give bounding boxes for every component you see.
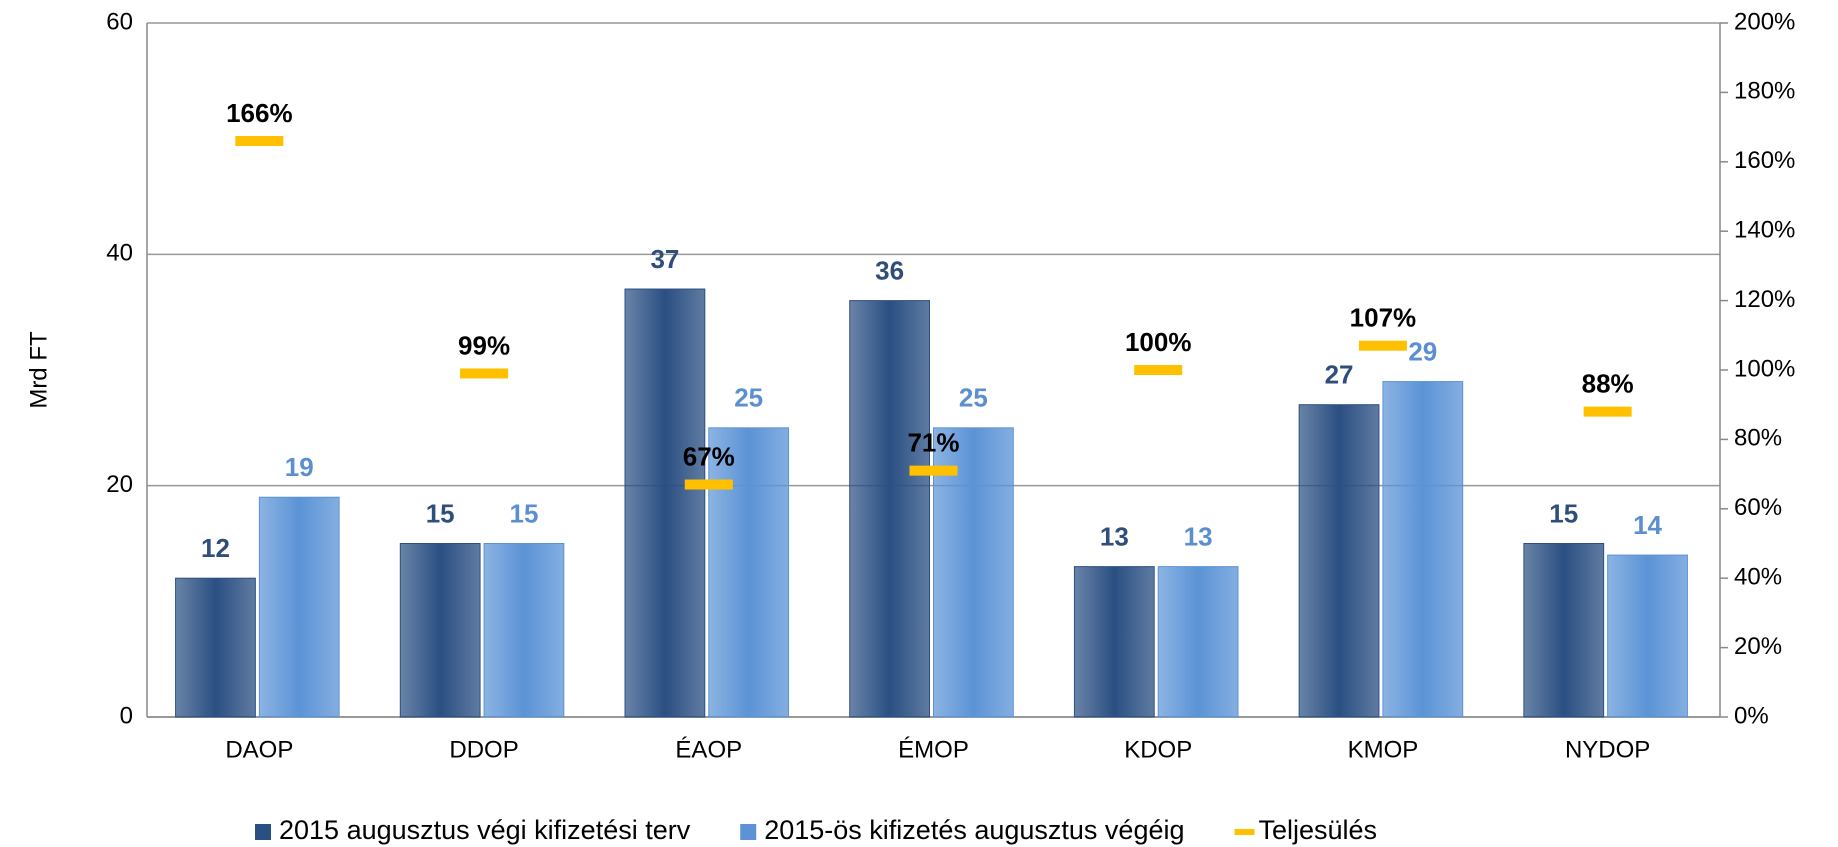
y2-tick-label: 80% — [1734, 425, 1782, 452]
marker — [235, 135, 284, 146]
y2-tick-label: 200% — [1734, 8, 1795, 35]
x-tick-label: ÉMOP — [898, 736, 969, 763]
marker — [1358, 340, 1407, 351]
x-tick-label: DDOP — [449, 736, 518, 763]
data-label: 15 — [426, 498, 455, 528]
legend-label: Teljesülés — [1259, 815, 1378, 845]
bar — [1607, 554, 1688, 718]
y-axis-title: Mrd FT — [25, 331, 52, 409]
bar — [1298, 404, 1380, 718]
data-label: 107% — [1350, 303, 1417, 333]
y-tick-label: 20 — [106, 471, 133, 498]
legend-label: 2015-ös kifizetés augusztus végéig — [764, 815, 1184, 845]
bar — [624, 288, 706, 718]
bar — [1382, 381, 1464, 718]
data-label: 12 — [201, 533, 230, 563]
bar — [933, 427, 1014, 718]
data-label: 27 — [1325, 360, 1354, 390]
y2-tick-label: 40% — [1734, 564, 1782, 591]
bar — [258, 496, 340, 718]
x-tick-label: NYDOP — [1565, 736, 1650, 763]
data-label: 166% — [226, 98, 293, 128]
bar — [1523, 543, 1605, 718]
legend-label: 2015 augusztus végi kifizetési terv — [279, 815, 691, 845]
x-tick-label: ÉAOP — [675, 736, 742, 763]
data-label: 29 — [1408, 336, 1437, 366]
data-label: 25 — [959, 383, 988, 413]
bar — [1157, 566, 1239, 718]
data-label: 15 — [509, 498, 538, 528]
x-tick-label: KDOP — [1124, 736, 1192, 763]
marker — [684, 479, 733, 490]
bar — [175, 577, 256, 718]
marker — [1583, 406, 1632, 417]
data-label: 36 — [875, 255, 904, 285]
marker — [1134, 365, 1183, 375]
y2-tick-label: 20% — [1734, 633, 1782, 660]
legend-swatch — [1234, 829, 1255, 835]
y-tick-label: 0 — [120, 702, 133, 729]
y2-tick-label: 180% — [1734, 78, 1795, 105]
y2-tick-label: 100% — [1734, 355, 1795, 382]
data-label: 14 — [1633, 510, 1662, 540]
bar — [399, 543, 481, 718]
data-label: 100% — [1125, 327, 1192, 357]
data-label: 88% — [1582, 369, 1634, 399]
x-tick-label: KMOP — [1348, 736, 1419, 763]
y2-tick-label: 0% — [1734, 702, 1769, 729]
data-label: 99% — [458, 330, 510, 360]
marker — [460, 368, 509, 379]
data-label: 37 — [650, 244, 679, 274]
y-tick-label: 60 — [106, 8, 133, 35]
data-label: 19 — [285, 452, 314, 482]
bar — [708, 427, 790, 718]
legend-swatch — [255, 824, 271, 840]
y-tick-label: 40 — [106, 240, 133, 267]
data-label: 25 — [734, 383, 763, 413]
legend-swatch — [740, 824, 757, 840]
x-tick-label: DAOP — [225, 736, 293, 763]
y2-tick-label: 160% — [1734, 147, 1795, 174]
data-label: 13 — [1100, 522, 1129, 552]
y2-tick-label: 120% — [1734, 286, 1795, 313]
bar — [849, 300, 931, 718]
y2-tick-label: 140% — [1734, 217, 1795, 244]
data-label: 15 — [1549, 498, 1578, 528]
bar — [483, 543, 565, 718]
marker — [909, 465, 958, 476]
y2-tick-label: 60% — [1734, 494, 1782, 521]
bar — [1073, 566, 1155, 718]
data-label: 13 — [1184, 522, 1213, 552]
data-label: 67% — [683, 441, 735, 471]
data-label: 71% — [907, 428, 959, 458]
